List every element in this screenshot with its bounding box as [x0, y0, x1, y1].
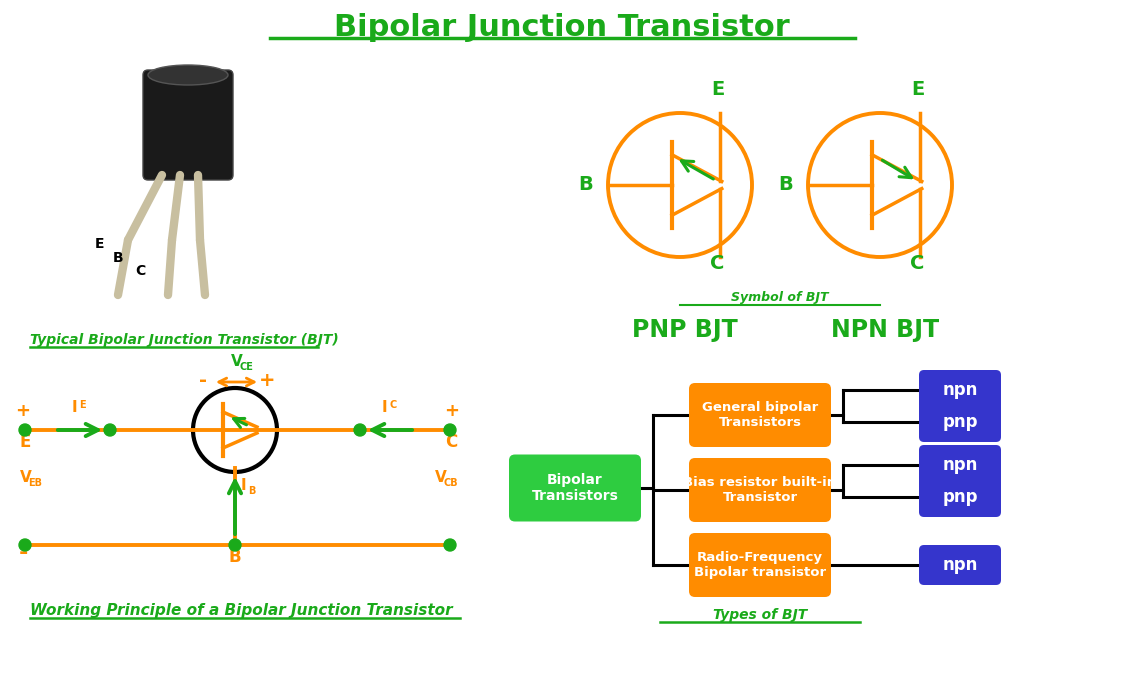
FancyBboxPatch shape	[508, 454, 641, 521]
Text: NPN BJT: NPN BJT	[831, 318, 939, 342]
Ellipse shape	[148, 65, 228, 85]
Text: General bipolar
Transistors: General bipolar Transistors	[702, 401, 818, 429]
Circle shape	[444, 539, 456, 551]
Text: Types of BJT: Types of BJT	[713, 608, 807, 622]
Text: Typical Bipolar Junction Transistor (BJT): Typical Bipolar Junction Transistor (BJT…	[30, 333, 339, 347]
Text: Bipolar Junction Transistor: Bipolar Junction Transistor	[334, 14, 790, 43]
Text: E: E	[79, 400, 86, 410]
Text: B: B	[228, 548, 242, 566]
Circle shape	[229, 539, 241, 551]
FancyBboxPatch shape	[919, 370, 1001, 410]
Circle shape	[19, 424, 32, 436]
FancyBboxPatch shape	[688, 383, 831, 447]
Text: E: E	[711, 80, 724, 99]
Circle shape	[444, 424, 456, 436]
FancyBboxPatch shape	[919, 545, 1001, 585]
Text: C: C	[389, 400, 396, 410]
FancyBboxPatch shape	[919, 445, 1001, 485]
FancyBboxPatch shape	[688, 533, 831, 597]
Text: V: V	[435, 469, 447, 485]
Text: Bipolar
Transistors: Bipolar Transistors	[532, 473, 619, 503]
Text: I: I	[72, 400, 78, 415]
Text: B: B	[778, 175, 793, 194]
Text: E: E	[911, 80, 924, 99]
Text: -: -	[18, 543, 28, 563]
Text: Radio-Frequency
Bipolar transistor: Radio-Frequency Bipolar transistor	[694, 551, 826, 579]
FancyBboxPatch shape	[919, 402, 1001, 442]
Text: Symbol of BJT: Symbol of BJT	[731, 292, 829, 304]
Text: C: C	[710, 254, 724, 273]
Text: npn: npn	[943, 381, 978, 399]
Circle shape	[354, 424, 366, 436]
FancyBboxPatch shape	[688, 458, 831, 522]
Text: npn: npn	[943, 556, 978, 574]
Text: C: C	[135, 264, 145, 278]
Text: +: +	[259, 371, 276, 390]
Text: CE: CE	[238, 362, 253, 372]
Text: E: E	[19, 433, 30, 451]
Text: pnp: pnp	[943, 413, 978, 431]
Text: CB: CB	[443, 477, 458, 487]
Text: C: C	[444, 433, 457, 451]
Text: C: C	[910, 254, 925, 273]
Text: EB: EB	[28, 477, 42, 487]
Text: +: +	[444, 402, 459, 420]
Text: I: I	[241, 478, 246, 493]
FancyBboxPatch shape	[143, 70, 233, 180]
Text: PNP BJT: PNP BJT	[632, 318, 738, 342]
Text: Bias resistor built-in
Transistor: Bias resistor built-in Transistor	[684, 476, 837, 504]
Text: B: B	[248, 486, 255, 496]
Circle shape	[19, 539, 32, 551]
Text: -: -	[199, 371, 207, 390]
Text: I: I	[382, 400, 388, 415]
Text: npn: npn	[943, 456, 978, 474]
Text: B: B	[112, 251, 124, 265]
Circle shape	[104, 424, 116, 436]
FancyBboxPatch shape	[919, 477, 1001, 517]
Text: V: V	[231, 354, 243, 369]
Text: E: E	[96, 237, 105, 251]
Text: +: +	[16, 402, 30, 420]
Text: pnp: pnp	[943, 488, 978, 506]
Text: V: V	[20, 469, 32, 485]
Text: Working Principle of a Bipolar Junction Transistor: Working Principle of a Bipolar Junction …	[30, 603, 452, 618]
Text: B: B	[578, 175, 593, 194]
